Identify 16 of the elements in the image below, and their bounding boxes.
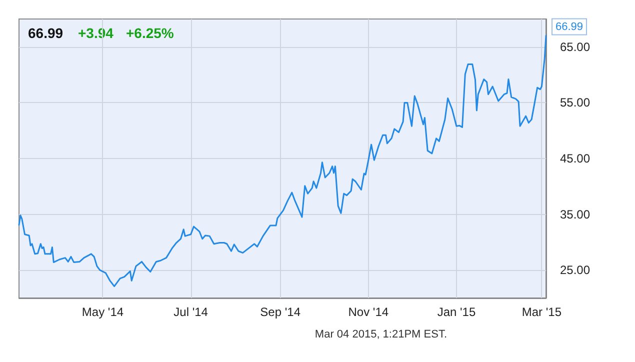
- chart-title: 66.99: [28, 25, 64, 41]
- y-tick-label: 45.00: [560, 152, 590, 166]
- x-tick-label: Jan '15: [437, 305, 476, 319]
- y-tick-label: 55.00: [560, 96, 590, 110]
- x-tick-label: Nov '14: [348, 305, 389, 319]
- text: Mar 04 2015, 1:21PM EST.: [314, 328, 448, 340]
- y-tick-label: 35.00: [560, 207, 590, 222]
- x-tick-label: May '14: [82, 305, 124, 319]
- annotation: 66.99: [556, 20, 584, 33]
- x-tick-label: Sep '14: [260, 305, 301, 319]
- x-tick-label: Jul '14: [174, 305, 208, 319]
- annotation: +6.25%: [126, 25, 174, 41]
- y-tick-label: 65.00: [560, 40, 590, 54]
- annotation: +3.94: [78, 25, 114, 41]
- y-tick-label: 25.00: [560, 263, 590, 278]
- x-tick-label: Mar '15: [522, 305, 562, 319]
